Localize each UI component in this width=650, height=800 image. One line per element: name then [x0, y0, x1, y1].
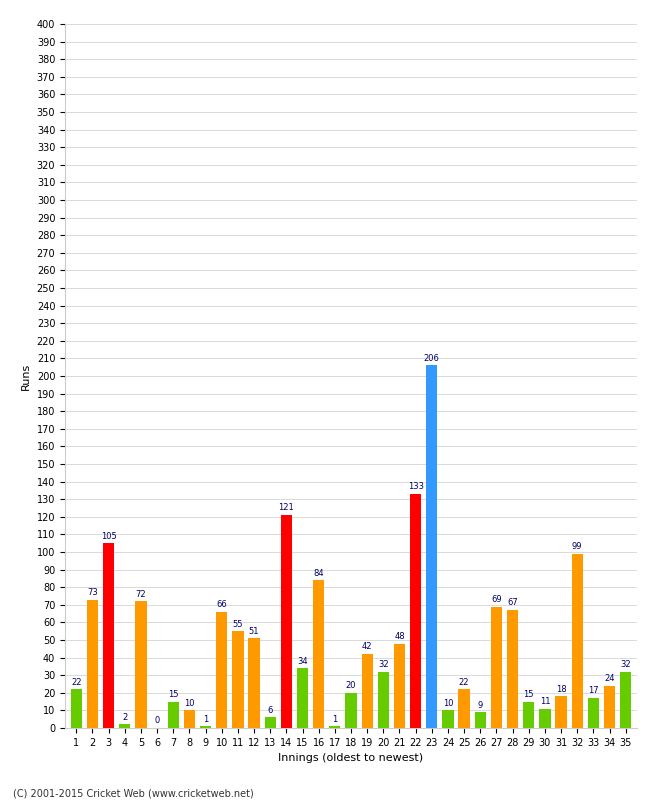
- Text: 73: 73: [87, 588, 98, 597]
- Bar: [571, 554, 583, 728]
- Text: 2: 2: [122, 713, 127, 722]
- Bar: [135, 602, 147, 728]
- Bar: [394, 643, 405, 728]
- Text: 0: 0: [155, 716, 160, 726]
- Text: 22: 22: [459, 678, 469, 686]
- Bar: [71, 690, 82, 728]
- Text: 55: 55: [233, 619, 243, 629]
- Text: 15: 15: [523, 690, 534, 699]
- Bar: [507, 610, 518, 728]
- Bar: [345, 693, 357, 728]
- Bar: [426, 366, 437, 728]
- Bar: [378, 672, 389, 728]
- Text: 10: 10: [184, 698, 194, 708]
- Text: 11: 11: [540, 697, 550, 706]
- Text: 42: 42: [362, 642, 372, 651]
- Text: 72: 72: [136, 590, 146, 598]
- Bar: [216, 612, 228, 728]
- Text: 99: 99: [572, 542, 582, 551]
- Text: 51: 51: [249, 626, 259, 635]
- Text: 24: 24: [604, 674, 615, 683]
- Bar: [265, 718, 276, 728]
- Text: 1: 1: [203, 714, 208, 724]
- Text: 20: 20: [346, 681, 356, 690]
- Text: 1: 1: [332, 714, 337, 724]
- Bar: [604, 686, 615, 728]
- Bar: [588, 698, 599, 728]
- Y-axis label: Runs: Runs: [21, 362, 31, 390]
- Bar: [523, 702, 534, 728]
- Bar: [458, 690, 470, 728]
- Bar: [491, 606, 502, 728]
- Text: 34: 34: [297, 657, 308, 666]
- Text: 133: 133: [408, 482, 424, 491]
- Bar: [281, 515, 292, 728]
- Bar: [248, 638, 260, 728]
- Text: 15: 15: [168, 690, 179, 699]
- Text: 206: 206: [424, 354, 440, 363]
- Bar: [103, 543, 114, 728]
- Text: 48: 48: [394, 632, 405, 641]
- Bar: [168, 702, 179, 728]
- Text: 121: 121: [278, 503, 294, 513]
- Bar: [297, 668, 308, 728]
- Text: 32: 32: [620, 660, 631, 669]
- Text: 9: 9: [478, 701, 483, 710]
- Text: 17: 17: [588, 686, 599, 695]
- Bar: [329, 726, 341, 728]
- Bar: [540, 709, 551, 728]
- Bar: [442, 710, 454, 728]
- Text: 6: 6: [268, 706, 273, 715]
- Text: 10: 10: [443, 698, 453, 708]
- Bar: [313, 580, 324, 728]
- Bar: [361, 654, 373, 728]
- Bar: [119, 725, 131, 728]
- X-axis label: Innings (oldest to newest): Innings (oldest to newest): [278, 754, 424, 763]
- Text: 67: 67: [507, 598, 518, 607]
- Text: 22: 22: [71, 678, 81, 686]
- Bar: [87, 599, 98, 728]
- Text: 105: 105: [101, 531, 116, 541]
- Text: 66: 66: [216, 600, 227, 610]
- Text: 32: 32: [378, 660, 389, 669]
- Bar: [555, 696, 567, 728]
- Bar: [232, 631, 244, 728]
- Bar: [200, 726, 211, 728]
- Bar: [410, 494, 421, 728]
- Bar: [184, 710, 195, 728]
- Bar: [620, 672, 631, 728]
- Text: 84: 84: [313, 569, 324, 578]
- Bar: [474, 712, 486, 728]
- Text: (C) 2001-2015 Cricket Web (www.cricketweb.net): (C) 2001-2015 Cricket Web (www.cricketwe…: [13, 788, 254, 798]
- Text: 18: 18: [556, 685, 566, 694]
- Text: 69: 69: [491, 595, 502, 604]
